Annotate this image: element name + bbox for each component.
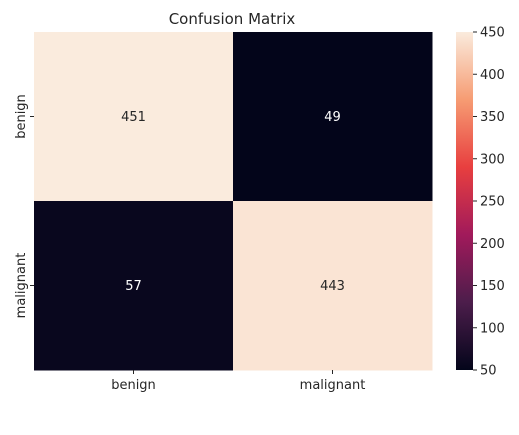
colorbar-tick-label: 150 xyxy=(480,279,505,294)
cell-value-label: 443 xyxy=(320,279,345,294)
heatmap-cells xyxy=(34,32,433,371)
colorbar-tick-label: 250 xyxy=(480,195,505,210)
colorbar: 50 100 150 200 250 300 350 400 450 xyxy=(456,26,505,379)
colorbar-tick-label: 200 xyxy=(480,237,505,252)
x-tick-label: benign xyxy=(111,378,156,393)
colorbar-tick-label: 100 xyxy=(480,321,505,336)
colorbar-tick-label: 300 xyxy=(480,152,505,167)
colorbar-tick-label: 350 xyxy=(480,110,505,125)
heatmap-cell-malignant-benign xyxy=(34,201,234,371)
cell-value-label: 49 xyxy=(324,110,341,125)
colorbar-tick-label: 50 xyxy=(480,364,497,379)
y-tick-label: benign xyxy=(14,94,29,139)
x-axis: benign malignant xyxy=(111,370,365,393)
y-tick-label: malignant xyxy=(14,253,29,319)
colorbar-gradient xyxy=(456,32,473,370)
heatmap-cell-benign-benign xyxy=(34,32,234,202)
cell-value-label: 57 xyxy=(125,279,142,294)
x-tick-label: malignant xyxy=(300,378,366,393)
cell-value-label: 451 xyxy=(121,110,146,125)
colorbar-tick-label: 450 xyxy=(480,26,505,41)
y-axis: benign malignant xyxy=(14,94,34,318)
heatmap-cell-labels: 451 49 57 443 xyxy=(121,110,345,294)
heatmap-cell-malignant-malignant xyxy=(233,201,433,371)
chart-title: Confusion Matrix xyxy=(169,10,296,28)
colorbar-tick-label: 400 xyxy=(480,68,505,83)
heatmap-cell-benign-malignant xyxy=(233,32,433,202)
